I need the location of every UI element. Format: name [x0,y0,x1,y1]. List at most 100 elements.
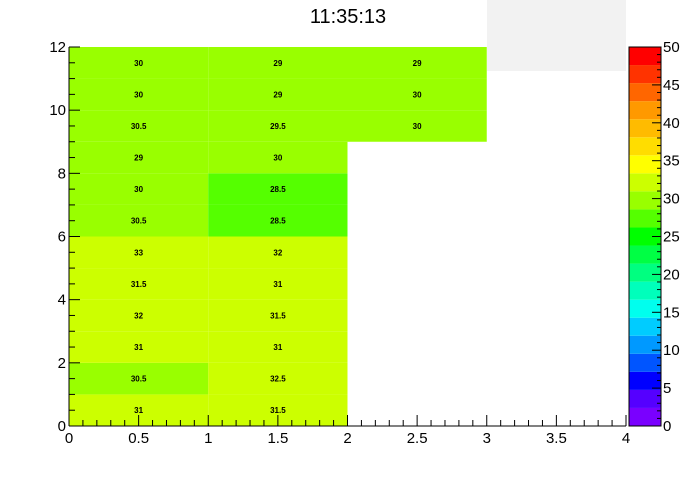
palette-swatch [629,137,661,156]
heatmap-cell [208,268,348,300]
palette-tick-label: 40 [663,115,680,132]
cell-value-label: 30 [134,90,143,99]
cell-value-label: 28.5 [270,217,286,226]
palette-tick-label: 45 [663,77,680,94]
x-tick-label: 0.5 [128,430,149,447]
cell-value-label: 32.5 [270,375,286,384]
palette-swatch [629,281,661,300]
palette-tick-label: 10 [663,342,680,359]
palette-tick-label: 5 [663,380,671,397]
y-tick-label: 2 [58,355,66,372]
heatmap-cell [208,331,348,363]
heatmap-cells [69,47,487,426]
heatmap-cell [208,362,348,395]
cell-value-label: 30.5 [131,122,147,131]
axes: 0 0.5 1 1.5 2 2.5 3 3.5 4 0 2 4 6 8 10 12 [49,39,630,447]
palette-swatch [629,155,661,174]
palette-swatch [629,47,661,66]
cell-value-label: 32 [134,311,143,320]
palette-swatch [629,227,661,246]
heatmap-cell [347,78,487,111]
cell-value-label: 29 [134,154,143,163]
heatmap-cell [347,47,487,79]
y-tick-label: 0 [58,418,66,435]
x-tick-label: 4 [622,430,630,447]
cell-value-label: 30 [413,122,422,131]
cell-value-label: 30 [273,154,282,163]
y-tick-label: 10 [49,102,66,119]
cell-value-label: 30.5 [131,375,147,384]
palette-swatch [629,317,661,336]
x-tick-label: 3 [483,430,491,447]
cell-value-label: 31 [273,280,282,289]
heatmap-cell [69,299,209,332]
palette-swatch [629,191,661,210]
heatmap-cell [208,110,348,142]
heatmap-cell [208,47,348,79]
heatmap-cell [69,141,209,174]
chart-title: 11:35:13 [310,6,386,28]
color-palette: 0 5 10 15 20 25 30 35 40 45 50 [628,39,680,435]
y-tick-label: 4 [58,292,66,309]
x-tick-label: 1.5 [267,430,288,447]
cell-value-label: 29 [273,59,282,68]
palette-tick-label: 15 [663,304,680,321]
heatmap-cell [69,331,209,363]
heatmap-cell [69,47,209,79]
palette-swatch [629,371,661,390]
y-tick-label: 12 [49,39,66,56]
cell-value-label: 31 [273,343,282,352]
stats-box [487,0,626,71]
heatmap-cell [69,110,209,142]
palette-swatch [629,173,661,192]
cell-value-label: 29 [413,59,422,68]
x-tick-label: 2.5 [407,430,428,447]
cell-value-label: 33 [134,248,143,257]
palette-tick-label: 35 [663,153,680,170]
palette-swatch [629,83,661,102]
heatmap-cell [347,110,487,142]
cell-value-label: 31 [134,343,143,352]
cell-value-labels: 31 31.5 30.5 32.5 31 31 32 31.5 31.5 31 33 32 30.5 28… [131,59,422,415]
cell-value-label: 30.5 [131,217,147,226]
heatmap-cell [208,204,348,237]
cell-value-label: 30 [413,90,422,99]
cell-value-label: 32 [273,248,282,257]
heatmap-cell [69,362,209,395]
heatmap-cell [69,204,209,237]
palette-swatch [629,299,661,318]
cell-value-label: 31.5 [270,406,286,415]
x-tick-label: 2 [343,430,351,447]
palette-swatch [629,65,661,84]
palette-tick-label: 50 [663,39,680,56]
heatmap-cell [69,236,209,269]
heatmap-cell [69,78,209,111]
heatmap-cell [208,173,348,205]
palette-tick-label: 20 [663,266,680,283]
cell-value-label: 31 [134,406,143,415]
heatmap-cell [69,173,209,205]
palette-swatch [629,245,661,264]
cell-value-label: 30 [134,185,143,194]
palette-swatch [629,209,661,228]
palette-swatch [629,407,661,426]
x-tick-label: 0 [65,430,73,447]
palette-swatch [629,101,661,120]
palette-tick-label: 0 [663,418,671,435]
cell-value-label: 29.5 [270,122,286,131]
x-tick-label: 1 [204,430,212,447]
heatmap-cell [69,268,209,300]
y-tick-label: 6 [58,229,66,246]
cell-value-label: 30 [134,59,143,68]
y-tick-label: 8 [58,165,66,182]
cell-value-label: 31.5 [131,280,147,289]
palette-tick-label: 25 [663,229,680,246]
cell-value-label: 29 [273,90,282,99]
palette-swatch [629,119,661,138]
x-tick-label: 3.5 [546,430,567,447]
cell-value-label: 28.5 [270,185,286,194]
heatmap-cell [208,299,348,332]
heatmap-cell [208,141,348,174]
palette-tick-label: 30 [663,191,680,208]
